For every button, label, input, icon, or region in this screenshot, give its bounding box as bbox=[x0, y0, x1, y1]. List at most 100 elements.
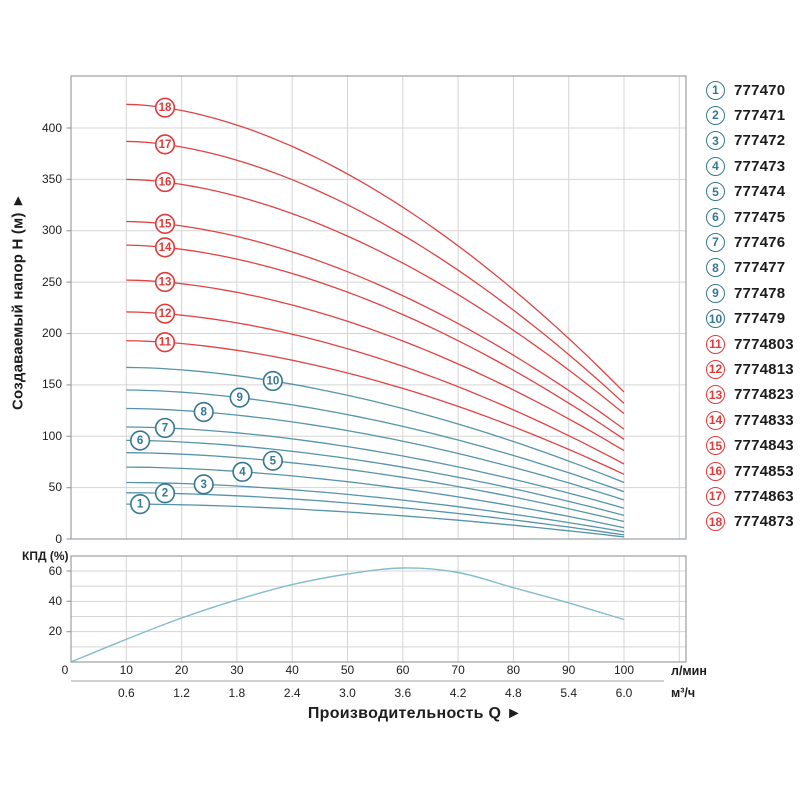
curve-label-number-4: 4 bbox=[239, 466, 246, 478]
legend-model-number: 777477 bbox=[734, 259, 786, 277]
head-axis-tick-label: 400 bbox=[41, 120, 62, 135]
y-axis-title: Создаваемый напор Н (м) ► bbox=[9, 193, 27, 410]
x-unit-m3h: м³/ч bbox=[671, 686, 696, 700]
legend-number-circle: 6 bbox=[706, 207, 725, 227]
curve-label-number-3: 3 bbox=[201, 479, 207, 491]
legend-model-number: 777475 bbox=[734, 208, 786, 226]
flow-lpm-tick-label: 90 bbox=[562, 663, 576, 677]
legend-number-circle: 4 bbox=[706, 156, 725, 176]
head-axis-tick-label: 300 bbox=[41, 223, 62, 238]
curve-label-circle-1 bbox=[130, 494, 151, 515]
legend-model-number: 7774873 bbox=[734, 513, 794, 531]
legend-number-circle: 16 bbox=[706, 461, 725, 481]
x-unit-lpm: л/мин bbox=[671, 664, 707, 678]
curve-label-number-16: 16 bbox=[159, 177, 172, 189]
pump-curve-14 bbox=[126, 244, 625, 440]
head-axis-tick-label: 150 bbox=[41, 377, 62, 392]
legend-item-14: 14 7774833 bbox=[706, 410, 794, 430]
head-axis-tick-label: 50 bbox=[48, 480, 62, 495]
legend-model-number: 7774803 bbox=[734, 335, 794, 353]
legend-number-circle: 2 bbox=[706, 105, 725, 125]
legend-item-4: 4 777473 bbox=[706, 156, 786, 176]
pump-curve-12 bbox=[126, 311, 625, 465]
pump-curve-15 bbox=[126, 220, 625, 430]
legend-item-12: 12 7774813 bbox=[706, 359, 794, 379]
curve-label-circle-18 bbox=[154, 97, 176, 118]
curve-label-number-2: 2 bbox=[162, 488, 168, 500]
flow-m3h-tick-label: 4.2 bbox=[449, 686, 467, 700]
legend-item-11: 11 7774803 bbox=[706, 334, 794, 354]
legend-item-17: 17 7774863 bbox=[706, 486, 794, 506]
legend-model-number: 777479 bbox=[734, 310, 786, 328]
curve-label-number-14: 14 bbox=[159, 242, 172, 254]
efficiency-axis-title: КПД (%) bbox=[22, 549, 69, 563]
legend-number-circle: 15 bbox=[706, 436, 725, 456]
curve-label-number-15: 15 bbox=[159, 218, 172, 230]
main-plot-border bbox=[70, 75, 687, 540]
efficiency-plot-border bbox=[70, 555, 687, 663]
curve-label-number-10: 10 bbox=[266, 375, 279, 387]
legend-item-16: 16 7774853 bbox=[706, 461, 794, 481]
curve-label-number-8: 8 bbox=[201, 407, 208, 419]
flow-m3h-tick-label: 1.8 bbox=[228, 686, 246, 700]
flow-m3h-tick-label: 2.4 bbox=[283, 686, 301, 700]
curve-label-circle-13 bbox=[154, 271, 176, 293]
efficiency-axis-tick-label: 20 bbox=[48, 624, 62, 639]
curve-label-circle-3 bbox=[193, 474, 214, 495]
legend-number-circle: 14 bbox=[706, 410, 725, 430]
legend-model-number: 777470 bbox=[734, 81, 786, 99]
curve-label-number-17: 17 bbox=[159, 139, 172, 151]
legend-item-6: 6 777475 bbox=[706, 207, 786, 227]
legend-item-9: 9 777478 bbox=[706, 283, 785, 303]
legend-number-circle: 18 bbox=[706, 512, 725, 532]
pump-curve-9 bbox=[126, 389, 625, 493]
curve-label-number-11: 11 bbox=[159, 337, 172, 349]
curve-label-number-9: 9 bbox=[236, 392, 242, 404]
legend-model-number: 777473 bbox=[734, 157, 786, 175]
legend-item-8: 8 777477 bbox=[706, 258, 786, 278]
flow-lpm-tick-label: 100 bbox=[613, 663, 635, 677]
curve-label-circle-7 bbox=[154, 417, 176, 439]
head-axis-tick-label: 350 bbox=[41, 171, 62, 186]
flow-m3h-tick-label: 3.6 bbox=[394, 686, 412, 700]
pump-curve-2 bbox=[126, 492, 625, 536]
curve-label-circle-17 bbox=[154, 134, 176, 155]
legend-model-number: 777472 bbox=[734, 132, 786, 150]
pump-curve-11 bbox=[126, 340, 625, 475]
legend-model-number: 777476 bbox=[734, 233, 786, 251]
curve-label-circle-10 bbox=[262, 370, 283, 392]
efficiency-axis-tick-label: 40 bbox=[48, 593, 62, 608]
pump-curve-7 bbox=[126, 426, 625, 509]
curve-label-circle-2 bbox=[154, 483, 176, 504]
flow-m3h-tick-label: 1.2 bbox=[173, 686, 190, 700]
pump-curve-6 bbox=[126, 439, 625, 517]
flow-m3h-tick-label: 4.8 bbox=[505, 686, 522, 700]
legend-number-circle: 9 bbox=[706, 283, 725, 303]
curve-label-circle-4 bbox=[232, 461, 253, 482]
pump-curve-5 bbox=[126, 452, 625, 523]
pump-curve-17 bbox=[126, 140, 625, 404]
flow-lpm-tick-label: 40 bbox=[285, 663, 299, 677]
x-axis-title: Производительность Q ► bbox=[307, 705, 523, 722]
legend-item-18: 18 7774873 bbox=[706, 512, 794, 532]
legend-number-circle: 1 bbox=[706, 80, 725, 100]
flow-lpm-tick-label: 80 bbox=[506, 663, 521, 677]
pump-curve-1 bbox=[126, 503, 625, 538]
efficiency-curve bbox=[70, 567, 625, 663]
legend-item-10: 10 777479 bbox=[706, 309, 786, 329]
curve-label-circle-11 bbox=[154, 332, 176, 353]
head-axis-tick-label: 100 bbox=[41, 428, 62, 443]
legend-number-circle: 8 bbox=[706, 258, 725, 278]
legend-model-number: 777474 bbox=[734, 183, 786, 201]
curve-label-circle-14 bbox=[154, 237, 176, 258]
legend-number-circle: 3 bbox=[706, 131, 725, 151]
legend-item-1: 1 777470 bbox=[706, 80, 786, 100]
curve-label-circle-6 bbox=[130, 430, 151, 451]
flow-lpm-tick-label: 60 bbox=[396, 663, 410, 677]
flow-lpm-tick-label: 10 bbox=[119, 663, 133, 677]
curve-label-number-1: 1 bbox=[137, 499, 144, 511]
curve-label-number-6: 6 bbox=[137, 435, 143, 447]
efficiency-axis-tick-label: 60 bbox=[48, 563, 62, 578]
curve-label-circle-5 bbox=[262, 450, 283, 471]
